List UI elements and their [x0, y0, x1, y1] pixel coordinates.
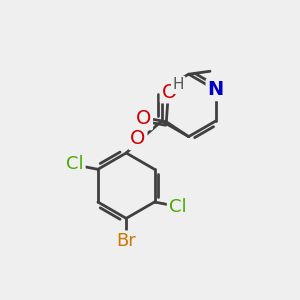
Text: N: N — [208, 80, 224, 99]
Text: H: H — [172, 77, 184, 92]
Text: O: O — [130, 129, 146, 148]
Text: Cl: Cl — [66, 155, 84, 173]
Text: Cl: Cl — [169, 198, 186, 216]
Text: O: O — [162, 82, 177, 101]
Text: O: O — [136, 109, 151, 128]
Text: Br: Br — [116, 232, 136, 250]
